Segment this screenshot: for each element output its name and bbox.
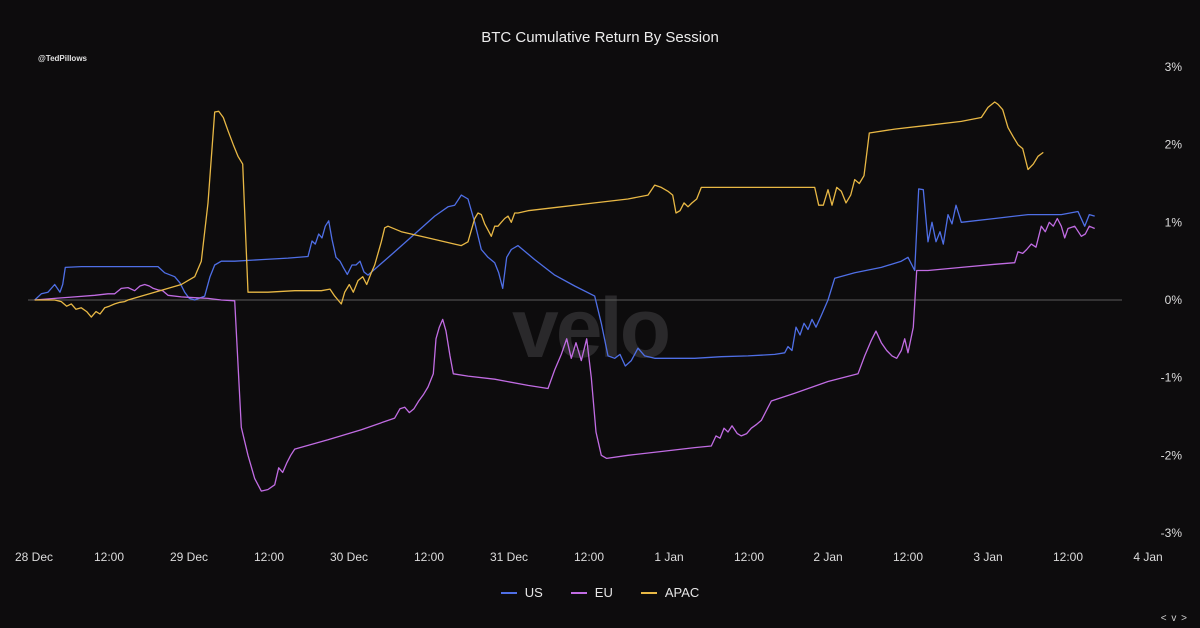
x-tick-label: 12:00 <box>414 550 444 564</box>
watermark-logo: velo <box>512 281 671 375</box>
x-tick-label: 3 Jan <box>973 550 1002 564</box>
legend-label-us: US <box>524 585 543 600</box>
chart-title: BTC Cumulative Return By Session <box>481 29 719 46</box>
legend-label-eu: EU <box>594 585 613 600</box>
series-line-us <box>34 188 1095 367</box>
legend: US EU APAC <box>0 585 1200 600</box>
x-axis: 28 Dec 12:00 29 Dec 12:00 30 Dec 12:00 31 Dec 1… <box>15 550 1163 564</box>
y-tick-label: 0% <box>1165 293 1183 307</box>
x-tick-label: 2 Jan <box>813 550 842 564</box>
x-tick-label: 12:00 <box>893 550 923 564</box>
y-tick-label: -3% <box>1161 526 1183 540</box>
series-lines <box>34 101 1095 492</box>
series-line-eu <box>34 217 1095 492</box>
x-tick-label: 29 Dec <box>170 550 208 564</box>
legend-item-us[interactable]: US <box>500 585 543 600</box>
x-tick-label: 31 Dec <box>490 550 528 564</box>
x-tick-label: 12:00 <box>254 550 284 564</box>
legend-item-eu[interactable]: EU <box>570 585 613 600</box>
y-tick-label: -1% <box>1161 371 1183 385</box>
series-line-apac <box>34 101 1044 318</box>
legend-label-apac: APAC <box>664 585 700 600</box>
y-tick-label: 2% <box>1165 138 1183 152</box>
legend-swatch-apac <box>640 591 657 594</box>
chart-nav-controls[interactable]: < v > <box>1160 613 1188 624</box>
x-tick-label: 30 Dec <box>330 550 368 564</box>
x-tick-label: 12:00 <box>94 550 124 564</box>
legend-swatch-eu <box>570 591 587 594</box>
author-handle: @TedPillows <box>38 54 87 63</box>
y-tick-label: 1% <box>1165 215 1183 229</box>
legend-swatch-us <box>500 591 517 594</box>
y-tick-label: 3% <box>1165 60 1183 74</box>
x-tick-label: 12:00 <box>574 550 604 564</box>
x-tick-label: 28 Dec <box>15 550 53 564</box>
x-tick-label: 12:00 <box>1053 550 1083 564</box>
y-tick-label: -2% <box>1161 448 1183 462</box>
x-tick-label: 12:00 <box>734 550 764 564</box>
x-tick-label: 4 Jan <box>1133 550 1162 564</box>
y-axis: 3% 2% 1% 0% -1% -2% -3% <box>1161 60 1183 540</box>
legend-item-apac[interactable]: APAC <box>640 585 700 600</box>
x-tick-label: 1 Jan <box>654 550 683 564</box>
